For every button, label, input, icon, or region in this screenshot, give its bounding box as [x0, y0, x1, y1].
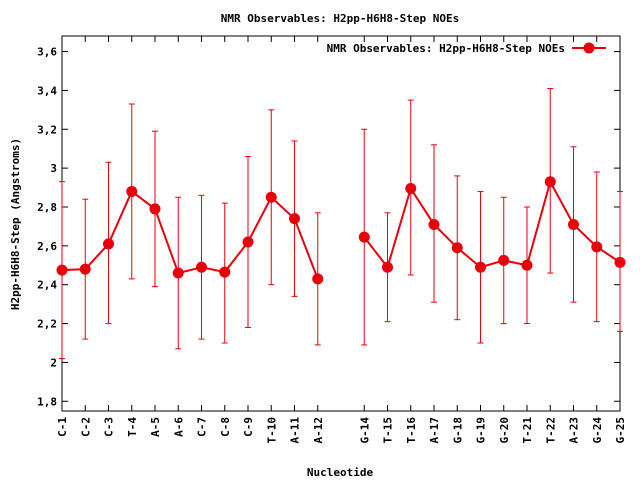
data-point — [103, 238, 114, 250]
x-tick-label: C-3 — [103, 417, 116, 437]
y-tick-label: 2,4 — [37, 279, 57, 292]
y-axis: 1,8 2 2,2 2,4 2,6 2,8 3 3,2 3,4 3,6 — [37, 46, 620, 408]
data-point — [149, 203, 161, 215]
data-point — [358, 231, 370, 243]
x-tick-label: C-9 — [242, 417, 255, 437]
x-tick-label: C-1 — [56, 417, 69, 437]
x-tick-label: C-8 — [219, 417, 232, 437]
x-axis: C-1 C-2 C-3 T-4 A-5 A-6 C-7 C-8 C-9 T-10 A-11 A-12 G… — [56, 36, 627, 444]
y-tick-label: 2,8 — [37, 201, 57, 214]
x-tick-label: T-21 — [521, 417, 534, 444]
data-point — [196, 261, 207, 273]
data-point — [591, 241, 603, 253]
data-point — [382, 261, 393, 273]
x-tick-label: A-23 — [568, 417, 581, 444]
x-tick-label: A-6 — [172, 417, 185, 437]
data-point — [568, 218, 579, 230]
x-tick-label: G-19 — [475, 417, 488, 444]
legend-marker — [583, 42, 595, 54]
data-point — [242, 236, 254, 248]
y-axis-label: H2pp-H6H8-Step (Angstroms) — [9, 138, 22, 310]
data-point — [289, 213, 300, 225]
data-point — [172, 267, 184, 279]
x-tick-label: G-25 — [614, 417, 627, 444]
data-point — [428, 218, 440, 230]
data-point — [79, 263, 91, 275]
chart-title: NMR Observables: H2pp-H6H8-Step NOEs — [221, 12, 459, 25]
x-tick-label: T-22 — [544, 417, 557, 444]
x-axis-label: Nucleotide — [307, 466, 374, 479]
x-tick-label: G-20 — [498, 417, 511, 444]
legend: NMR Observables: H2pp-H6H8-Step NOEs — [327, 42, 606, 55]
series-line — [363, 179, 621, 270]
data-point — [544, 176, 556, 188]
data-point — [451, 242, 463, 254]
x-tick-label: T-4 — [126, 417, 139, 437]
data-point — [126, 185, 138, 197]
data-point — [56, 264, 68, 276]
y-tick-label: 1,8 — [37, 395, 57, 408]
y-tick-label: 2,6 — [37, 240, 57, 253]
data-point — [265, 191, 277, 203]
x-tick-label: G-24 — [591, 417, 604, 444]
x-tick-label: A-17 — [428, 417, 441, 444]
y-tick-label: 2,2 — [37, 318, 57, 331]
series-line — [61, 189, 319, 280]
x-tick-label: C-7 — [196, 417, 209, 437]
x-tick-label: T-10 — [265, 417, 278, 444]
data-point — [521, 259, 533, 271]
data-point — [219, 266, 231, 278]
x-tick-label: G-14 — [358, 417, 371, 444]
y-tick-label: 3 — [50, 162, 57, 175]
x-tick-label: T-15 — [382, 417, 395, 444]
x-tick-label: C-2 — [79, 417, 92, 437]
y-tick-label: 3,2 — [37, 123, 57, 136]
data-point — [312, 273, 324, 285]
x-tick-label: A-11 — [289, 417, 302, 444]
data-point — [405, 183, 417, 195]
x-tick-label: A-5 — [149, 417, 162, 437]
legend-label: NMR Observables: H2pp-H6H8-Step NOEs — [327, 42, 565, 55]
plot-frame — [61, 35, 621, 412]
x-tick-label: A-12 — [312, 417, 325, 444]
y-tick-label: 2 — [50, 356, 57, 369]
y-tick-label: 3,6 — [37, 46, 57, 59]
data-point — [475, 261, 486, 273]
y-tick-label: 3,4 — [37, 84, 57, 97]
data-points — [56, 176, 626, 285]
data-point — [614, 256, 626, 268]
series-lines — [61, 179, 621, 280]
x-tick-label: G-18 — [451, 417, 464, 444]
data-point — [498, 254, 510, 266]
x-tick-label: T-16 — [405, 417, 418, 444]
